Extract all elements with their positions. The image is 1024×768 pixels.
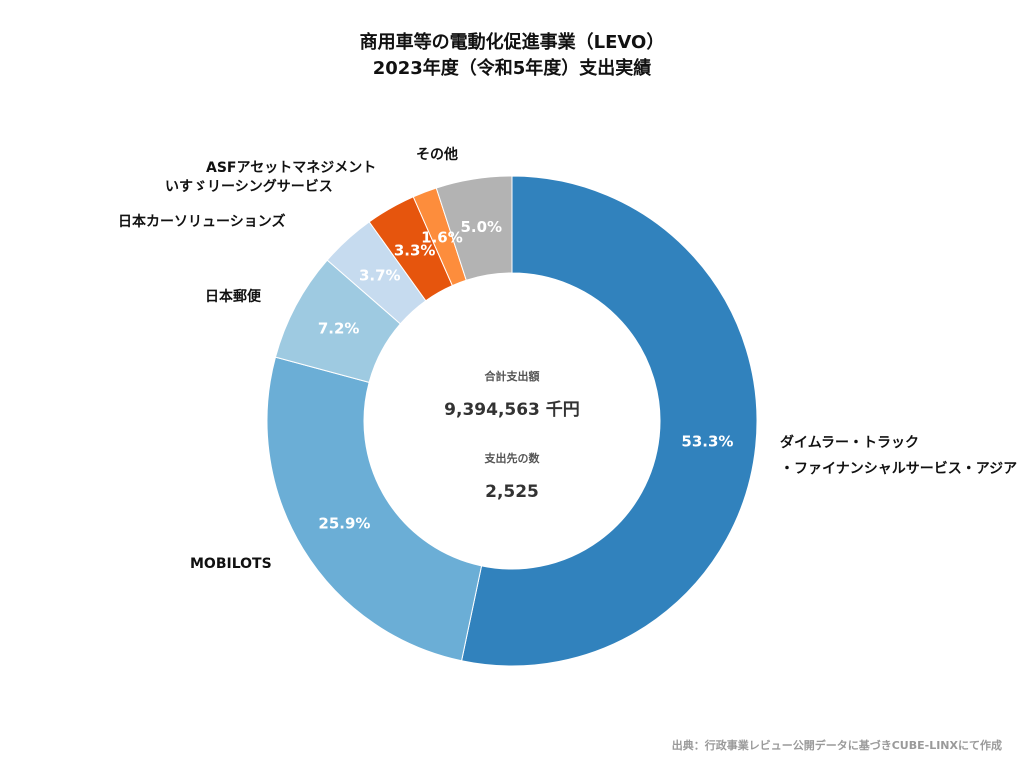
count-value: 2,525 xyxy=(485,482,539,502)
category-label: 日本カーソリューションズ xyxy=(118,213,285,230)
category-label: MOBILOTS xyxy=(190,556,272,572)
slice-value-label: 3.7% xyxy=(359,267,401,285)
donut-slice xyxy=(266,356,483,662)
total-value: 9,394,563 千円 xyxy=(444,400,580,420)
donut-slice xyxy=(460,175,758,667)
chart-subtitle: 2023年度（令和5年度）支出実績 xyxy=(372,58,652,79)
slice-value-label: 53.3% xyxy=(681,432,733,450)
total-caption: 合計支出額 xyxy=(485,369,540,383)
chart-title: 商用車等の電動化促進事業（LEVO） xyxy=(359,32,665,53)
category-label: 日本郵便 xyxy=(205,288,262,305)
donut-category-labels: ダイムラー・トラック・ファイナンシャルサービス・アジア MOBILOTS 日本郵便 日… xyxy=(118,146,1017,572)
category-label: ASFアセットマネジメント xyxy=(206,160,376,176)
donut-slices xyxy=(266,175,758,667)
source-note: 出典：行政事業レビュー公開データに基づきCUBE-LINXにて作成 xyxy=(671,739,1002,752)
donut-slice xyxy=(435,175,513,281)
slice-value-label: 3.3% xyxy=(394,241,436,259)
chart-title-block: 商用車等の電動化促進事業（LEVO） 2023年度（令和5年度）支出実績 xyxy=(0,30,1024,82)
slice-value-label: 25.9% xyxy=(318,515,370,533)
donut-value-labels: 53.3% 25.9% 7.2% 3.7% 3.3%1.6%5.0% xyxy=(318,218,734,533)
category-label: ・ファイナンシャルサービス・アジア xyxy=(780,461,1017,477)
category-label: その他 xyxy=(416,146,458,163)
slice-value-label: 7.2% xyxy=(318,320,360,338)
slice-value-label: 1.6% xyxy=(421,228,463,246)
donut-center-summary: 合計支出額 9,394,563 千円 支出先の数 2,525 xyxy=(444,369,580,502)
category-label: ダイムラー・トラック xyxy=(780,434,919,451)
count-caption: 支出先の数 xyxy=(484,451,541,465)
slice-value-label: 5.0% xyxy=(460,218,502,236)
category-label: いすゞリーシングサービス xyxy=(165,178,333,195)
